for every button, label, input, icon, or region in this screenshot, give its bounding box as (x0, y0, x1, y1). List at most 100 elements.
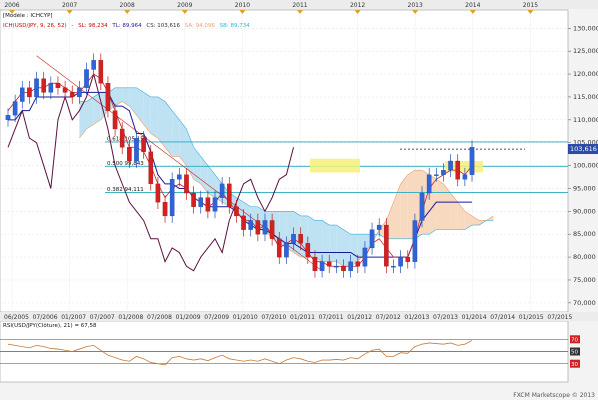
highlight-box (310, 158, 360, 173)
y-tick-label: 75,000 (573, 276, 596, 284)
cloud-segment (150, 96, 158, 139)
candle (405, 256, 411, 262)
x-top-label: 2011 (292, 2, 307, 9)
candle (319, 261, 325, 271)
candle (27, 87, 32, 98)
candle (219, 183, 225, 198)
y-tick-label: 90,000 (573, 207, 596, 215)
y-tick-label: 130,000 (573, 24, 598, 32)
candle (134, 137, 139, 162)
candle (105, 83, 111, 111)
candle (384, 224, 389, 267)
rsi-level-badge (570, 359, 580, 368)
candle (284, 243, 289, 258)
candle (212, 197, 218, 212)
cloud-segment (436, 179, 444, 230)
candle (19, 87, 25, 102)
candle (369, 229, 375, 249)
candle (434, 174, 439, 176)
candle (5, 115, 11, 120)
cloud-segment (193, 147, 201, 184)
candle (91, 60, 96, 70)
candle (98, 60, 104, 84)
y-tick-label: 105,000 (573, 139, 598, 147)
cloud-segment (200, 156, 208, 194)
year-marker (297, 10, 303, 14)
rsi-legend: RSI(USD/JPY(Clôture), 21) = 67,58 (3, 322, 97, 329)
candle (155, 183, 161, 203)
x-bottom-label: 07/2013 (433, 314, 458, 321)
candle (198, 197, 204, 207)
footer-copyright: FXCM Marketscope © 2013 (513, 392, 595, 399)
cloud-segment (322, 220, 330, 262)
candle (34, 78, 39, 98)
cloud-segment (129, 87, 137, 116)
module-label: [Modèle : ICHCYP] (3, 12, 53, 19)
candle (77, 87, 82, 98)
year-marker (239, 10, 246, 14)
candle (305, 243, 311, 258)
candle (355, 261, 361, 267)
legend-item: TL: 89,964 (111, 23, 142, 29)
candle (391, 266, 396, 268)
candle (376, 224, 382, 230)
candle (262, 220, 268, 235)
candle (455, 160, 461, 180)
candle (12, 101, 18, 116)
x-bottom-label: 07/2011 (319, 314, 344, 321)
cloud-segment (350, 234, 358, 267)
cloud-segment (165, 101, 173, 157)
senkou-span-b-line (79, 87, 494, 240)
year-marker (181, 10, 188, 14)
candle (127, 147, 132, 162)
x-bottom-label: 07/2007 (90, 314, 115, 321)
x-top-label: 2008 (120, 2, 135, 9)
candle (441, 170, 446, 175)
year-marker (469, 10, 476, 14)
candle (448, 160, 453, 171)
cloud-segment (86, 96, 94, 129)
y-tick-label: 70,000 (573, 299, 596, 307)
cloud-segment (172, 110, 180, 157)
legend-item: CS: 103,616 (146, 23, 180, 29)
cloud-segment (464, 211, 472, 230)
cloud-segment (400, 174, 408, 239)
rsi-level-label: 50 (571, 350, 578, 356)
candle (234, 206, 239, 217)
candle (177, 174, 182, 180)
candle (162, 202, 168, 217)
chikou-line (7, 72, 295, 272)
legend-item: SB: 89,734 (220, 23, 251, 29)
x-bottom-label: 07/2006 (33, 314, 58, 321)
cloud-segment (357, 234, 365, 262)
candle (298, 234, 303, 244)
legend-item: ICH(USD/JPY, 9, 26, 52) (3, 23, 67, 29)
rsi-level-badge (570, 335, 580, 344)
cloud-segment (343, 229, 351, 267)
candle (148, 151, 154, 185)
cloud-segment (136, 87, 144, 125)
candle (312, 256, 318, 271)
y-tick-label: 110,000 (573, 116, 598, 124)
candle (291, 234, 296, 244)
candle (426, 174, 432, 194)
cloud-segment (472, 215, 480, 226)
cloud-segment (143, 92, 151, 134)
indicator-legend: ICH(USD/JPY, 9, 26, 52) - SL: 98,234 TL:… (3, 23, 250, 29)
candle (255, 220, 261, 235)
x-bottom-label: 01/2015 (519, 314, 544, 321)
year-marker (9, 10, 15, 14)
y-tick-label: 95,000 (573, 184, 596, 192)
cloud-segment (336, 225, 344, 267)
cloud-segment (179, 119, 187, 166)
x-bottom-label: 01/2008 (118, 314, 143, 321)
x-bottom-label: 07/2008 (147, 314, 172, 321)
rsi-level-label: 70 (571, 338, 578, 344)
cloud-segment (393, 183, 401, 239)
legend-item: SL: 98,234 (78, 23, 108, 29)
candle (412, 220, 418, 262)
y-tick-label: 85,000 (573, 230, 596, 238)
